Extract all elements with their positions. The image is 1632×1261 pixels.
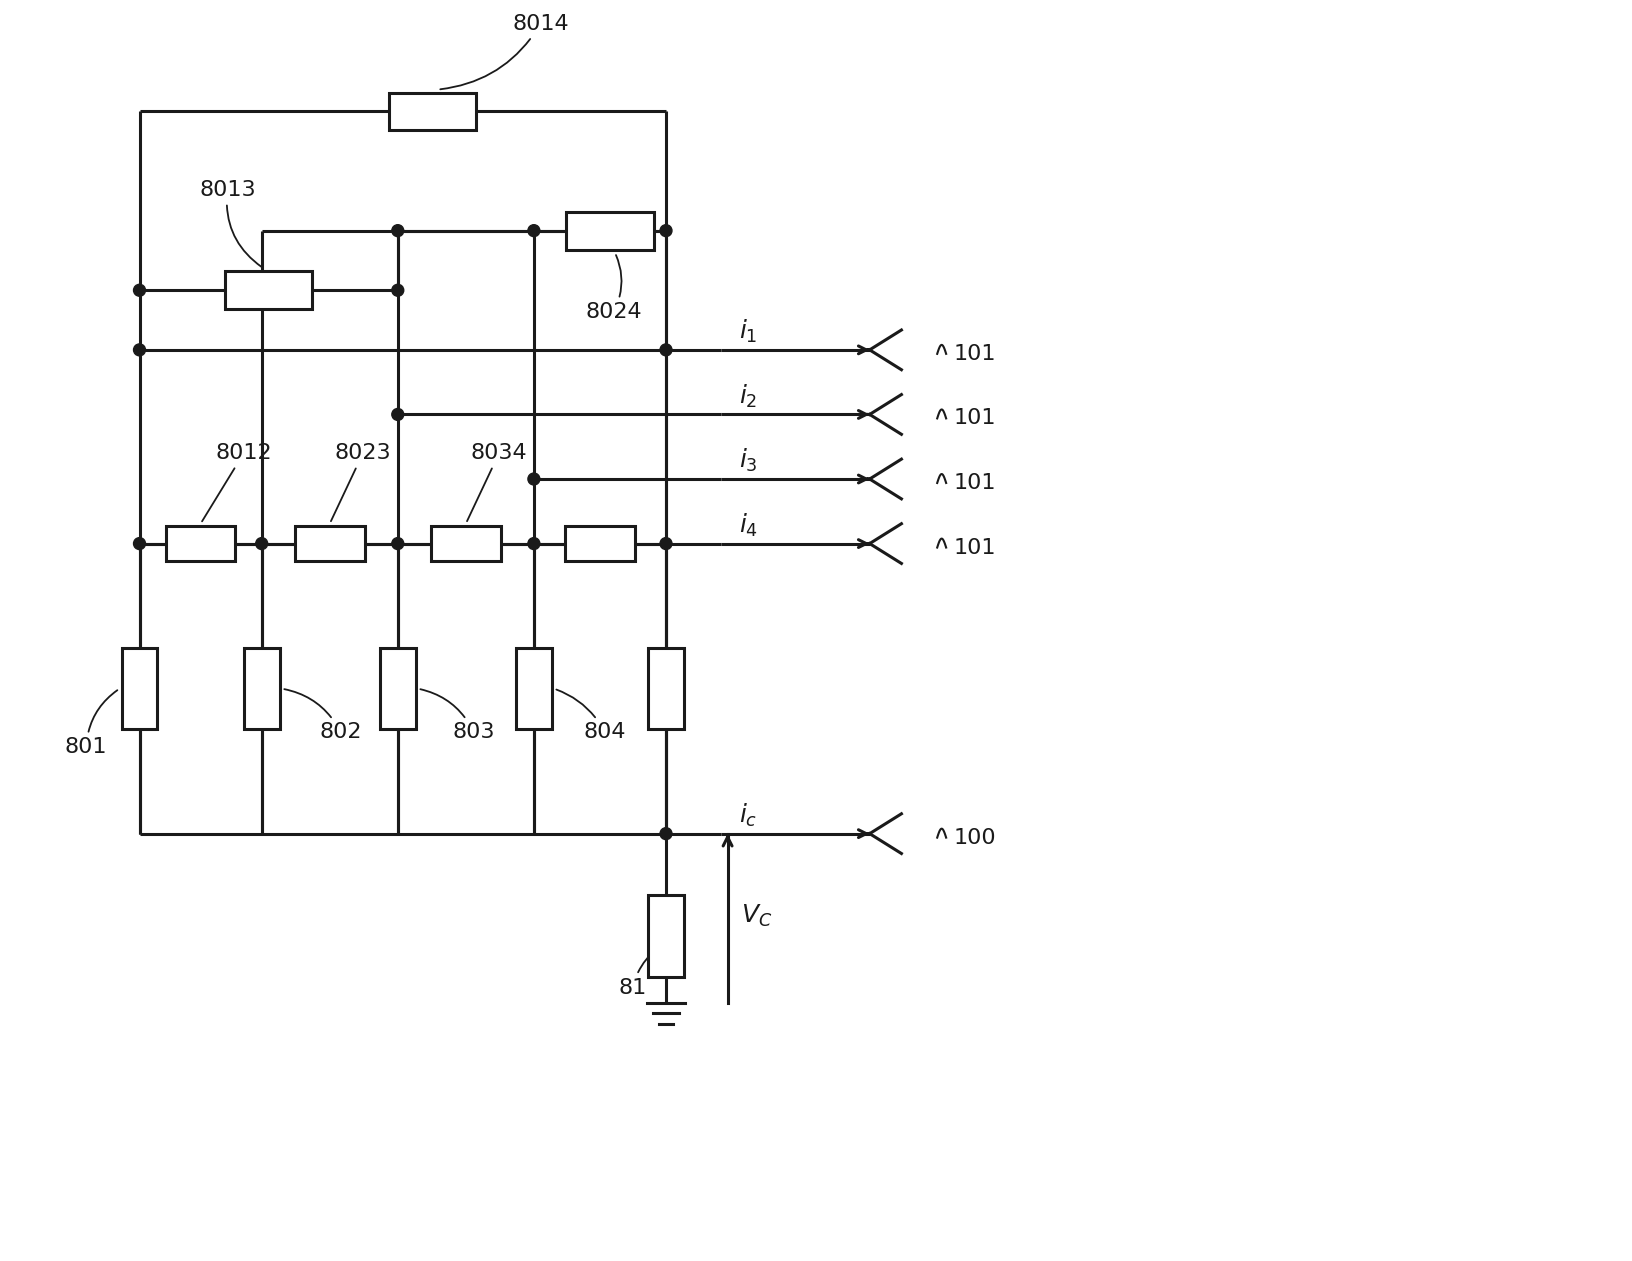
Circle shape bbox=[659, 224, 671, 237]
Text: 802: 802 bbox=[284, 689, 362, 743]
Circle shape bbox=[659, 827, 671, 840]
Circle shape bbox=[134, 344, 145, 356]
Bar bbox=[565, 526, 635, 561]
Bar bbox=[166, 526, 235, 561]
Bar bbox=[225, 271, 312, 309]
Circle shape bbox=[392, 409, 403, 420]
Text: $i_c$: $i_c$ bbox=[738, 802, 756, 828]
Text: 101: 101 bbox=[953, 409, 996, 429]
Circle shape bbox=[392, 284, 403, 296]
Bar bbox=[566, 212, 653, 250]
Text: 8034: 8034 bbox=[467, 443, 527, 521]
Circle shape bbox=[392, 224, 403, 237]
Bar bbox=[516, 648, 552, 729]
Text: 801: 801 bbox=[65, 690, 118, 757]
Bar bbox=[388, 92, 477, 130]
Text: 803: 803 bbox=[419, 690, 494, 743]
Circle shape bbox=[134, 284, 145, 296]
Bar bbox=[380, 648, 416, 729]
Bar bbox=[243, 648, 279, 729]
Circle shape bbox=[392, 537, 403, 550]
Circle shape bbox=[527, 473, 540, 485]
Text: 81: 81 bbox=[619, 937, 682, 997]
Circle shape bbox=[134, 537, 145, 550]
Circle shape bbox=[527, 224, 540, 237]
Text: 100: 100 bbox=[953, 827, 996, 847]
Bar bbox=[431, 526, 501, 561]
Text: 101: 101 bbox=[953, 344, 996, 364]
Bar bbox=[295, 526, 364, 561]
Circle shape bbox=[256, 537, 268, 550]
Circle shape bbox=[659, 344, 671, 356]
Text: 8013: 8013 bbox=[199, 180, 261, 267]
Bar bbox=[121, 648, 157, 729]
Text: 8012: 8012 bbox=[202, 443, 273, 521]
Text: 804: 804 bbox=[557, 690, 625, 743]
Text: $i_4$: $i_4$ bbox=[738, 512, 757, 538]
Text: 101: 101 bbox=[953, 473, 996, 493]
Text: 8024: 8024 bbox=[584, 255, 641, 322]
Circle shape bbox=[659, 537, 671, 550]
Text: $V_C$: $V_C$ bbox=[741, 903, 772, 929]
Bar bbox=[648, 895, 684, 977]
Text: 8014: 8014 bbox=[441, 14, 568, 90]
Text: $i_2$: $i_2$ bbox=[738, 382, 756, 410]
Text: 101: 101 bbox=[953, 537, 996, 557]
Circle shape bbox=[527, 537, 540, 550]
Text: $i_3$: $i_3$ bbox=[738, 448, 757, 474]
Bar bbox=[648, 648, 684, 729]
Text: 8023: 8023 bbox=[331, 443, 392, 521]
Text: $i_1$: $i_1$ bbox=[738, 318, 757, 346]
